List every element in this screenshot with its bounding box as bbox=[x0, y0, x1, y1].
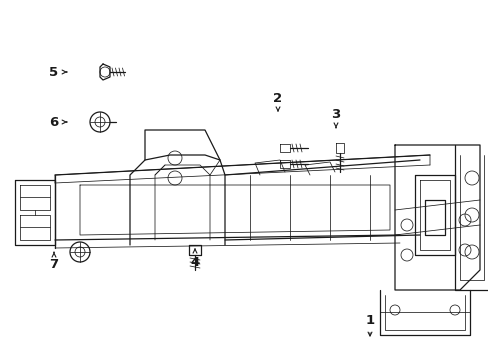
Text: 4: 4 bbox=[190, 256, 199, 269]
Text: 7: 7 bbox=[49, 258, 59, 271]
Text: 2: 2 bbox=[273, 91, 282, 104]
Text: 1: 1 bbox=[365, 314, 374, 327]
Text: 5: 5 bbox=[49, 66, 59, 78]
Text: 6: 6 bbox=[49, 116, 59, 129]
Text: 3: 3 bbox=[331, 108, 340, 122]
